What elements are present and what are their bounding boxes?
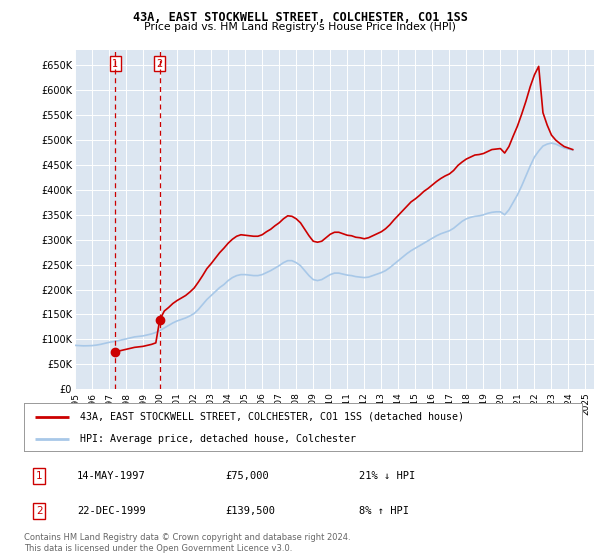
Text: £75,000: £75,000 — [225, 471, 269, 481]
Text: 21% ↓ HPI: 21% ↓ HPI — [359, 471, 415, 481]
Text: 22-DEC-1999: 22-DEC-1999 — [77, 506, 146, 516]
Text: HPI: Average price, detached house, Colchester: HPI: Average price, detached house, Colc… — [80, 434, 356, 444]
Text: 1: 1 — [36, 471, 43, 481]
Text: 43A, EAST STOCKWELL STREET, COLCHESTER, CO1 1SS (detached house): 43A, EAST STOCKWELL STREET, COLCHESTER, … — [80, 412, 464, 422]
Text: 1: 1 — [112, 59, 118, 69]
Text: Price paid vs. HM Land Registry's House Price Index (HPI): Price paid vs. HM Land Registry's House … — [144, 22, 456, 32]
Text: £139,500: £139,500 — [225, 506, 275, 516]
Text: 43A, EAST STOCKWELL STREET, COLCHESTER, CO1 1SS: 43A, EAST STOCKWELL STREET, COLCHESTER, … — [133, 11, 467, 24]
Text: Contains HM Land Registry data © Crown copyright and database right 2024.
This d: Contains HM Land Registry data © Crown c… — [24, 533, 350, 553]
Text: 8% ↑ HPI: 8% ↑ HPI — [359, 506, 409, 516]
Text: 2: 2 — [36, 506, 43, 516]
Text: 14-MAY-1997: 14-MAY-1997 — [77, 471, 146, 481]
Text: 2: 2 — [157, 59, 163, 69]
